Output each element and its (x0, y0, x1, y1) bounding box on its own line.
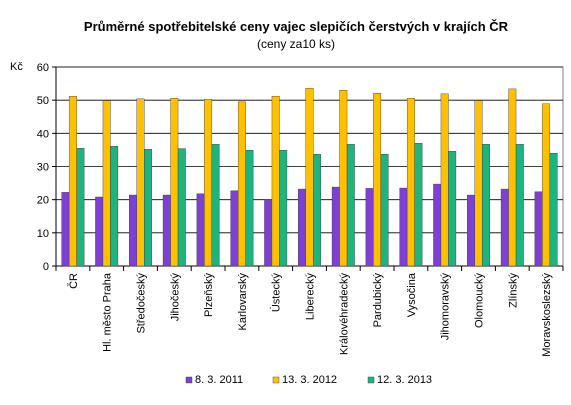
legend-swatch (272, 376, 280, 384)
category-label: ČR (67, 273, 80, 289)
category-label: Středočeský (136, 273, 148, 334)
bar (365, 188, 374, 267)
bar (467, 194, 475, 267)
bar (102, 100, 111, 267)
bar (95, 196, 104, 267)
bar (542, 103, 551, 267)
category-label: Vysočina (406, 272, 418, 317)
bar (271, 95, 280, 267)
legend-swatch (367, 376, 375, 384)
y-tick-label: 50 (37, 95, 49, 107)
bar (204, 98, 213, 267)
chart-subtitle: (ceny za10 ks) (257, 37, 335, 51)
bar (196, 193, 205, 267)
bar (313, 154, 321, 267)
bar (399, 187, 408, 267)
chart-title: Průměrné spotřebitelské ceny vajec slepi… (84, 19, 509, 34)
bar (305, 88, 314, 267)
category-label: Zlínský (507, 273, 519, 308)
legend-swatch (185, 376, 193, 384)
y-tick-label: 40 (37, 128, 49, 140)
category-label: Liberecký (305, 273, 317, 321)
category-label: Královéhradecký (338, 273, 350, 355)
category-label: Jihočeský (169, 273, 181, 322)
legend-label: 8. 3. 2011 (195, 374, 243, 386)
bar (339, 90, 348, 267)
bar (373, 93, 382, 267)
y-tick-label: 10 (37, 228, 49, 240)
bar (162, 194, 171, 267)
category-label: Jihomoravský (440, 273, 452, 341)
bar (331, 186, 340, 267)
bar (482, 144, 490, 267)
bar (279, 150, 288, 267)
legend-label: 12. 3. 2013 (377, 374, 432, 386)
bar (440, 93, 449, 267)
category-label: Karlovarský (237, 273, 249, 331)
bar (129, 194, 137, 267)
bar (264, 199, 273, 267)
bar (380, 154, 389, 267)
y-tick-label: 20 (37, 195, 49, 207)
category-label: Ústecký (270, 273, 283, 313)
y-tick-label: 30 (37, 162, 49, 174)
bar (110, 146, 119, 267)
bar (406, 97, 415, 267)
bar (500, 188, 509, 267)
bar (346, 144, 355, 267)
y-tick-label: 60 (37, 62, 49, 74)
bar (414, 143, 423, 267)
bar (177, 148, 186, 267)
bar (549, 153, 558, 267)
plot-area: 0 10 20 30 40 50 60 ČR Hl. město Praha Středočesk… (37, 62, 564, 357)
bar (433, 183, 442, 267)
bar (136, 98, 145, 267)
category-label: Pardubický (372, 273, 384, 328)
category-label: Plzeňský (203, 273, 215, 318)
bar (144, 149, 152, 267)
bar (230, 190, 239, 267)
bar (515, 144, 524, 267)
bar (298, 188, 306, 267)
bar (76, 148, 85, 267)
bar (170, 97, 179, 267)
bar (245, 150, 254, 267)
category-label: Moravskoslezský (541, 273, 553, 357)
y-tick-label: 0 (43, 261, 49, 273)
y-axis-label: Kč (10, 61, 23, 73)
bar (448, 151, 457, 267)
category-label: Hl. město Praha (102, 272, 114, 352)
bar (237, 101, 246, 267)
legend: 8. 3. 2011 13. 3. 2012 12. 3. 2013 (185, 374, 432, 386)
bar (61, 192, 70, 267)
bar (508, 88, 517, 267)
bar (534, 191, 543, 267)
legend-label: 13. 3. 2012 (282, 374, 337, 386)
bar (68, 95, 77, 267)
bar (211, 144, 220, 267)
bar (474, 100, 483, 267)
category-label: Olomoucký (474, 273, 486, 329)
